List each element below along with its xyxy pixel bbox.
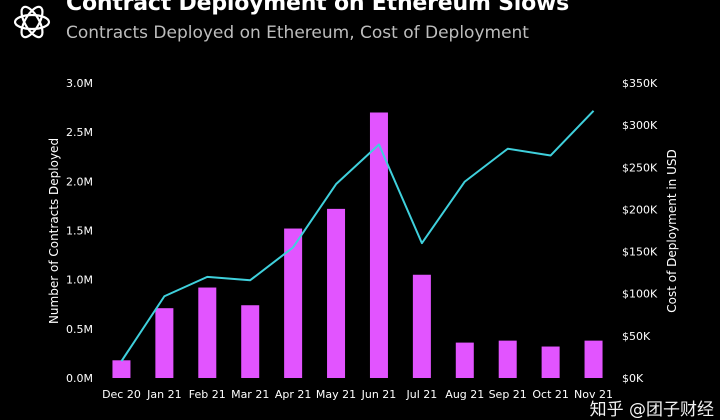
y2-tick-label: $300K <box>622 119 658 132</box>
bar <box>284 228 303 378</box>
x-tick-label: Mar 21 <box>231 388 269 401</box>
bar <box>584 340 603 378</box>
chart-title: Contract Deployment on Ethereum Slows <box>66 0 570 16</box>
bar <box>455 342 474 378</box>
bar <box>155 308 174 378</box>
watermark: 知乎 @团子财经 <box>589 400 714 420</box>
x-tick-label: Nov 21 <box>574 388 613 401</box>
y2-tick-label: $250K <box>622 161 658 174</box>
bar <box>412 274 431 378</box>
x-tick-label: Apr 21 <box>275 388 312 401</box>
y2-tick-label: $350K <box>622 77 658 90</box>
x-tick-label: Aug 21 <box>445 388 484 401</box>
y2-axis-label: Cost of Deployment in USD <box>665 149 679 312</box>
y-tick-label: 3.0M <box>66 77 93 90</box>
y-tick-label: 2.0M <box>66 175 93 188</box>
x-tick-label: Feb 21 <box>189 388 226 401</box>
bar <box>369 112 388 378</box>
bar <box>541 346 560 378</box>
y2-tick-label: $200K <box>622 203 658 216</box>
bar-series <box>112 112 603 378</box>
bar <box>241 305 260 378</box>
bar <box>198 287 217 378</box>
x-tick-label: Sep 21 <box>489 388 527 401</box>
y2-tick-label: $0K <box>622 372 644 385</box>
x-tick-label: May 21 <box>316 388 356 401</box>
y2-tick-label: $50K <box>622 330 651 343</box>
x-tick-label: Oct 21 <box>532 388 569 401</box>
x-tick-label: Jun 21 <box>361 388 397 401</box>
bar <box>498 340 517 378</box>
knot-logo-icon <box>13 5 51 39</box>
x-tick-label: Jul 21 <box>405 388 437 401</box>
plot-area <box>100 83 615 378</box>
y2-tick-label: $150K <box>622 246 658 259</box>
y-tick-label: 0.0M <box>66 372 93 385</box>
y-tick-label: 0.5M <box>66 323 93 336</box>
chart-subtitle: Contracts Deployed on Ethereum, Cost of … <box>66 23 529 43</box>
x-tick-label: Jan 21 <box>146 388 181 401</box>
y-tick-label: 1.0M <box>66 274 93 287</box>
left-axis-ticks: 0.0M 0.5M 1.0M 1.5M 2.0M 2.5M 3.0M <box>66 77 93 385</box>
right-axis-ticks: $0K $50K $100K $150K $200K $250K $300K $350K <box>622 77 658 385</box>
y-axis-label: Number of Contracts Deployed <box>47 138 61 324</box>
bar <box>327 208 346 378</box>
bar <box>112 360 131 378</box>
y-tick-label: 2.5M <box>66 126 93 139</box>
y-tick-label: 1.5M <box>66 225 93 238</box>
x-axis-ticks: Dec 20 Jan 21 Feb 21 Mar 21 Apr 21 May 21 Jun … <box>102 388 613 401</box>
y2-tick-label: $100K <box>622 288 658 301</box>
cost-line <box>120 110 595 362</box>
x-tick-label: Dec 20 <box>102 388 141 401</box>
